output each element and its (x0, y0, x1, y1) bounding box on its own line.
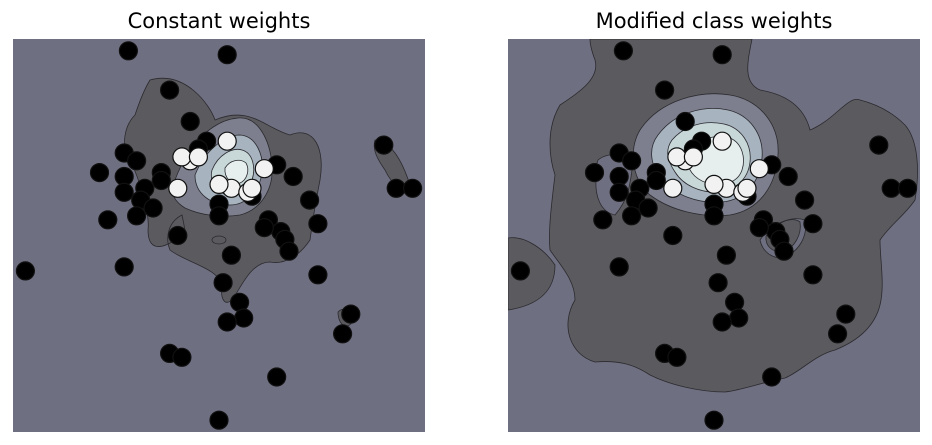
positive-point (737, 178, 757, 198)
negative-point (708, 273, 728, 293)
negative-point (836, 304, 856, 324)
negative-point (803, 214, 823, 234)
negative-point (234, 308, 254, 328)
negative-point (15, 261, 35, 281)
negative-point (213, 273, 233, 293)
negative-point (308, 265, 328, 285)
negative-point (663, 225, 683, 246)
negative-point (729, 308, 749, 328)
negative-point (609, 257, 629, 277)
negative-point (300, 190, 320, 210)
negative-point (333, 324, 353, 344)
positive-point (663, 178, 683, 198)
scatter-points (15, 41, 423, 430)
negative-point (881, 178, 901, 198)
negative-point (403, 178, 423, 198)
negative-point (712, 312, 732, 332)
negative-point (803, 265, 823, 285)
panel-title: Modified class weights (596, 9, 833, 33)
positive-point (168, 178, 188, 198)
positive-point (209, 174, 229, 194)
negative-point (621, 151, 642, 171)
positive-point (254, 159, 274, 179)
negative-point (762, 367, 782, 387)
negative-point (221, 245, 241, 265)
negative-point (593, 210, 613, 230)
negative-point (704, 206, 724, 226)
negative-point (749, 218, 769, 238)
negative-point (774, 241, 794, 261)
negative-point (386, 178, 406, 198)
negative-point (613, 41, 634, 61)
negative-point (712, 45, 732, 65)
negative-point (667, 347, 687, 367)
positive-point (704, 174, 724, 194)
negative-point (374, 135, 394, 155)
negative-point (675, 111, 695, 132)
negative-point (180, 111, 200, 132)
negative-point (646, 170, 666, 191)
negative-point (172, 347, 192, 367)
negative-point (510, 261, 531, 281)
positive-point (749, 159, 769, 179)
negative-point (308, 214, 328, 234)
negative-point (778, 166, 798, 187)
positive-point (188, 147, 208, 167)
negative-point (98, 210, 118, 230)
negative-point (143, 198, 163, 218)
scatter-points (510, 41, 918, 430)
panel-constant-weights: Constant weights (13, 9, 425, 432)
negative-point (217, 45, 237, 65)
positive-point (172, 147, 192, 167)
negative-point (621, 206, 642, 226)
negative-point (151, 170, 171, 191)
negative-point (267, 367, 287, 387)
negative-point (716, 245, 737, 265)
negative-point (209, 410, 229, 430)
negative-point (254, 218, 274, 238)
panel-title: Constant weights (128, 9, 311, 33)
negative-point (217, 312, 237, 332)
negative-point (168, 225, 188, 246)
negative-point (794, 190, 815, 210)
positive-point (712, 131, 732, 151)
panel-modified-class-weights: Modified class weights (508, 9, 920, 432)
negative-point (114, 257, 134, 277)
positive-point (217, 131, 237, 151)
negative-point (279, 241, 299, 261)
negative-point (283, 166, 303, 187)
negative-point (827, 324, 848, 344)
positive-point (242, 178, 262, 198)
negative-point (724, 292, 745, 312)
negative-point (897, 178, 918, 198)
negative-point (209, 206, 229, 226)
negative-point (160, 80, 180, 100)
negative-point (230, 292, 250, 312)
positive-point (683, 147, 704, 167)
negative-point (89, 163, 110, 183)
negative-point (609, 182, 629, 202)
negative-point (869, 135, 889, 155)
negative-point (114, 182, 134, 202)
negative-point (638, 198, 658, 218)
negative-point (341, 304, 361, 324)
negative-point (704, 410, 724, 430)
negative-point (127, 151, 147, 171)
negative-point (127, 206, 147, 226)
positive-point (667, 147, 687, 167)
negative-point (118, 41, 138, 61)
negative-point (654, 80, 675, 100)
negative-point (584, 163, 605, 183)
